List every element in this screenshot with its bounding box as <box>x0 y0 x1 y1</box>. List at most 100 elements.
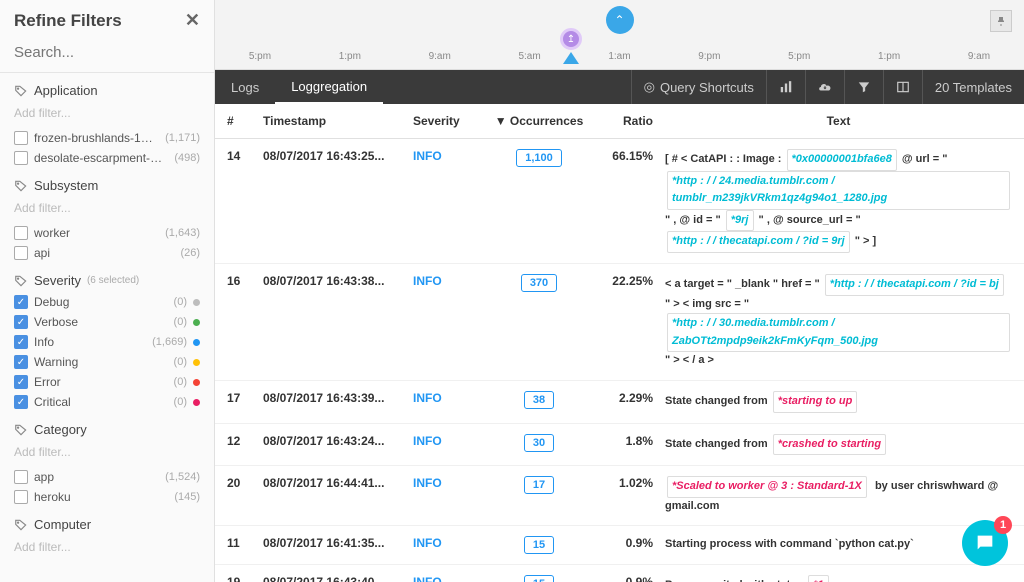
filter-item[interactable]: ✓ Warning (0) <box>0 352 214 372</box>
table-row[interactable]: 16 08/07/2017 16:43:38... INFO 370 22.25… <box>215 264 1024 381</box>
filter-item[interactable]: ✓ Error (0) <box>0 372 214 392</box>
upload-icon[interactable]: ↥ <box>560 28 582 50</box>
filter-item-count: (0) <box>174 376 187 388</box>
filter-item[interactable]: ✓ Verbose (0) <box>0 312 214 332</box>
templates-button[interactable]: 20 Templates <box>922 70 1024 104</box>
filter-group-label: Severity <box>34 273 81 288</box>
row-severity: INFO <box>413 434 489 448</box>
row-num: 17 <box>227 391 263 405</box>
search-input[interactable] <box>14 44 213 61</box>
pin-icon[interactable] <box>990 10 1012 32</box>
checkbox[interactable] <box>14 470 28 484</box>
row-ratio: 0.9% <box>589 536 665 550</box>
close-icon[interactable]: ✕ <box>185 10 200 31</box>
row-timestamp: 08/07/2017 16:43:24... <box>263 434 413 448</box>
columns-icon[interactable] <box>883 70 922 104</box>
add-filter-input[interactable]: Add filter... <box>0 102 214 128</box>
timeline-tick: 5:am <box>518 51 540 67</box>
filter-group-label: Computer <box>34 517 91 532</box>
row-severity: INFO <box>413 274 489 288</box>
row-text: < a target = " _blank " href = " *http :… <box>665 274 1012 370</box>
filter-item[interactable]: ✓ Critical (0) <box>0 392 214 412</box>
row-num: 14 <box>227 149 263 163</box>
filter-item-count: (1,643) <box>165 227 200 239</box>
row-ratio: 66.15% <box>589 149 665 163</box>
filter-group-header[interactable]: Computer <box>0 507 214 536</box>
filter-group-label: Subsystem <box>34 178 98 193</box>
filter-group-header[interactable]: Subsystem <box>0 168 214 197</box>
tab-logs[interactable]: Logs <box>215 70 275 104</box>
filter-group-header[interactable]: Application <box>0 73 214 102</box>
row-severity: INFO <box>413 391 489 405</box>
severity-dot-icon <box>193 319 200 326</box>
col-header-severity[interactable]: Severity <box>413 114 489 128</box>
severity-dot-icon <box>193 399 200 406</box>
checkbox[interactable]: ✓ <box>14 395 28 409</box>
filter-item-label: Error <box>34 375 168 389</box>
filter-item[interactable]: heroku (145) <box>0 487 214 507</box>
timeline-marker[interactable]: ↥ <box>560 28 582 50</box>
filter-item-count: (1,171) <box>165 132 200 144</box>
filter-item[interactable]: worker (1,643) <box>0 223 214 243</box>
checkbox[interactable]: ✓ <box>14 355 28 369</box>
checkbox[interactable] <box>14 226 28 240</box>
row-num: 11 <box>227 536 263 550</box>
col-header-ratio[interactable]: Ratio <box>589 114 665 128</box>
filter-item-count: (1,524) <box>165 471 200 483</box>
col-header-num[interactable]: # <box>227 114 263 128</box>
col-header-timestamp[interactable]: Timestamp <box>263 114 413 128</box>
filter-item-label: Verbose <box>34 315 168 329</box>
add-filter-input[interactable]: Add filter... <box>0 536 214 562</box>
filter-item[interactable]: api (26) <box>0 243 214 263</box>
table-row[interactable]: 11 08/07/2017 16:41:35... INFO 15 0.9% S… <box>215 526 1024 565</box>
filter-group-label: Application <box>34 83 98 98</box>
query-shortcuts-button[interactable]: ◎ Query Shortcuts <box>631 70 766 104</box>
checkbox[interactable]: ✓ <box>14 315 28 329</box>
filter-item[interactable]: app (1,524) <box>0 467 214 487</box>
filter-item-label: heroku <box>34 490 168 504</box>
col-header-occurrences[interactable]: ▼ Occurrences <box>489 114 589 128</box>
tab-loggregation[interactable]: Loggregation <box>275 70 383 104</box>
table-row[interactable]: 14 08/07/2017 16:43:25... INFO 1,100 66.… <box>215 139 1024 264</box>
download-icon[interactable] <box>805 70 844 104</box>
timeline-tick: 9:am <box>429 51 451 67</box>
checkbox[interactable] <box>14 246 28 260</box>
row-text: State changed from *crashed to starting <box>665 434 1012 456</box>
query-shortcuts-label: Query Shortcuts <box>660 80 754 95</box>
checkbox[interactable] <box>14 490 28 504</box>
add-filter-input[interactable]: Add filter... <box>0 197 214 223</box>
severity-dot-icon <box>193 359 200 366</box>
filter-item[interactable]: ✓ Info (1,669) <box>0 332 214 352</box>
filter-item-count: (0) <box>174 316 187 328</box>
filter-item-count: (1,669) <box>152 336 187 348</box>
checkbox[interactable] <box>14 151 28 165</box>
row-severity: INFO <box>413 536 489 550</box>
filter-icon[interactable] <box>844 70 883 104</box>
table-row[interactable]: 12 08/07/2017 16:43:24... INFO 30 1.8% S… <box>215 424 1024 467</box>
chart-icon[interactable] <box>766 70 805 104</box>
table-row[interactable]: 17 08/07/2017 16:43:39... INFO 38 2.29% … <box>215 381 1024 424</box>
table-body[interactable]: 14 08/07/2017 16:43:25... INFO 1,100 66.… <box>215 139 1024 582</box>
filter-group-header[interactable]: Category <box>0 412 214 441</box>
collapse-up-icon[interactable]: ⌃ <box>606 6 634 34</box>
timeline-ticks: 5:pm1:pm9:am5:am1:am9:pm5:pm1:pm9:am <box>215 51 1024 67</box>
filter-item[interactable]: frozen-brushlands-12519 (1,171) <box>0 128 214 148</box>
toolbar: LogsLoggregation ◎ Query Shortcuts 20 Te… <box>215 70 1024 104</box>
timeline[interactable]: ⌃ ↥ 5:pm1:pm9:am5:am1:am9:pm5:pm1:pm9:am <box>215 0 1024 70</box>
filter-group-header[interactable]: Severity(6 selected) <box>0 263 214 292</box>
chat-button[interactable]: 1 <box>962 520 1008 566</box>
row-timestamp: 08/07/2017 16:43:39... <box>263 391 413 405</box>
table-row[interactable]: 20 08/07/2017 16:44:41... INFO 17 1.02% … <box>215 466 1024 526</box>
add-filter-input[interactable]: Add filter... <box>0 441 214 467</box>
checkbox[interactable]: ✓ <box>14 295 28 309</box>
table-row[interactable]: 19 08/07/2017 16:43:40... INFO 15 0.9% P… <box>215 565 1024 582</box>
checkbox[interactable] <box>14 131 28 145</box>
filter-item-count: (145) <box>174 491 200 503</box>
filter-item[interactable]: desolate-escarpment-93805 (498) <box>0 148 214 168</box>
checkbox[interactable]: ✓ <box>14 335 28 349</box>
filter-item[interactable]: ✓ Debug (0) <box>0 292 214 312</box>
row-severity: INFO <box>413 575 489 582</box>
row-occurrences: 370 <box>489 274 589 292</box>
col-header-text[interactable]: Text <box>665 114 1012 128</box>
checkbox[interactable]: ✓ <box>14 375 28 389</box>
